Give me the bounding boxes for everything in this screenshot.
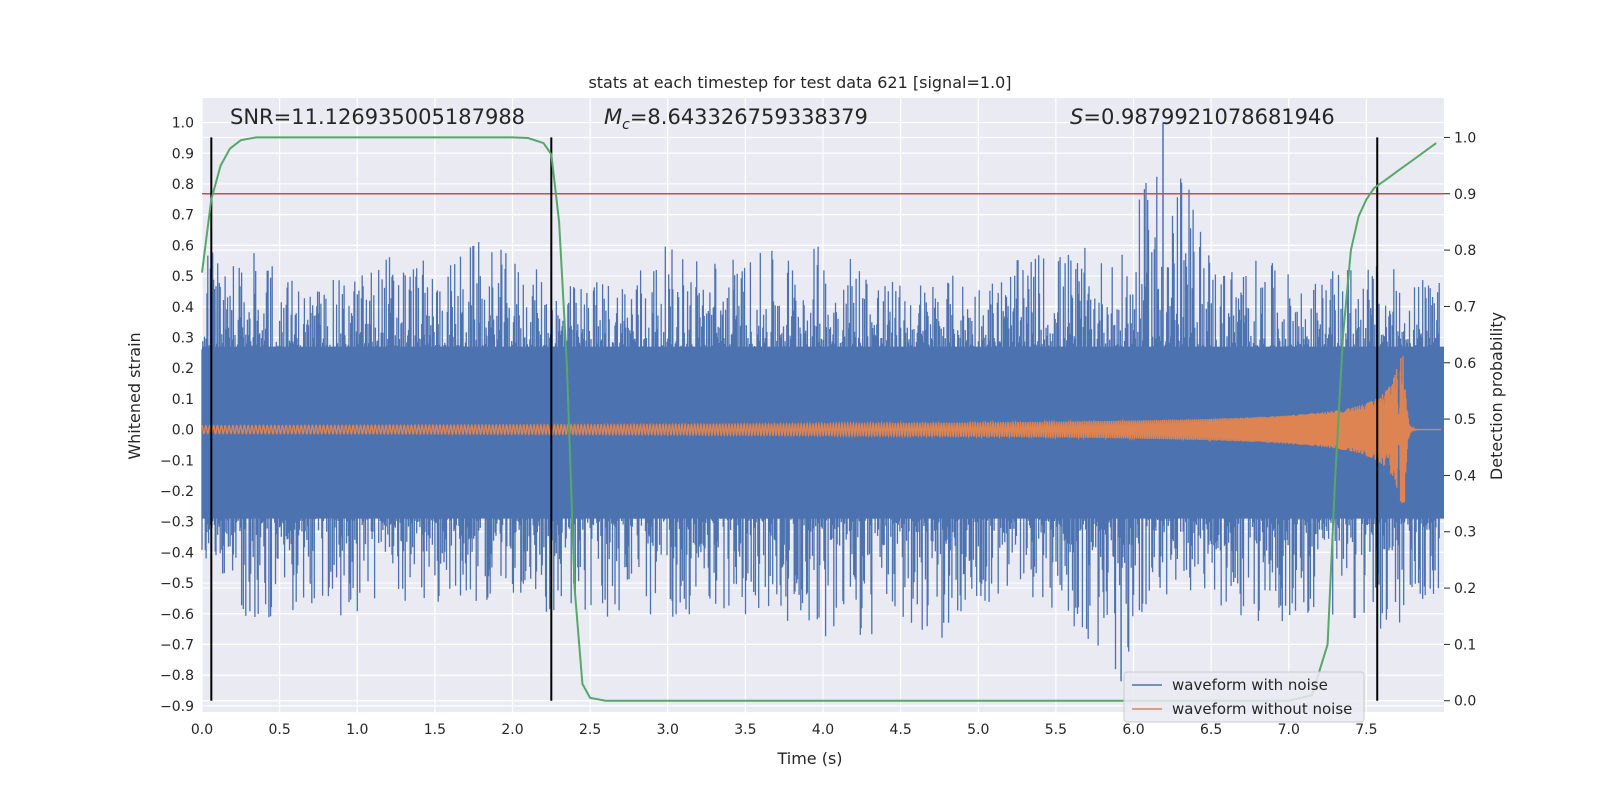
y-tick-label: 0.8 <box>172 177 194 193</box>
x-tick-label: 6.5 <box>1200 722 1222 738</box>
y2-tick-label: 0.6 <box>1454 356 1476 372</box>
x-tick-label: 5.5 <box>1045 722 1067 738</box>
x-tick-label: 7.0 <box>1278 722 1300 738</box>
y-tick-label: 0.9 <box>172 146 194 162</box>
x-tick-label: 5.0 <box>967 722 989 738</box>
s-symbol: S <box>1070 105 1083 129</box>
y-tick-label: 1.0 <box>172 116 194 132</box>
x-tick-label: 7.5 <box>1355 722 1377 738</box>
y2-axis-label: Detection probability <box>1487 312 1506 480</box>
y2-tick-label: 1.0 <box>1454 130 1476 146</box>
y2-tick-label: 0.4 <box>1454 468 1476 484</box>
clean-chirp-line <box>201 356 1441 504</box>
x-tick-label: 2.0 <box>501 722 523 738</box>
mc-symbol: M <box>604 105 622 129</box>
y2-tick-label: 0.8 <box>1454 243 1476 259</box>
x-tick-label: 3.0 <box>657 722 679 738</box>
y2-tick-label: 0.1 <box>1454 637 1476 653</box>
x-tick-label: 6.0 <box>1122 722 1144 738</box>
y-tick-label: −0.5 <box>160 576 194 592</box>
x-axis-label: Time (s) <box>776 749 842 768</box>
y2-tick-label: 0.7 <box>1454 299 1476 315</box>
s-annotation: S=0.9879921078681946 <box>1070 105 1335 129</box>
x-axis-ticks: 0.0 0.5 1.0 1.5 2.0 2.5 3.0 3.5 4.0 4.5 5.0 5.5 6.0 6… <box>191 722 1378 738</box>
mc-subscript: c <box>622 117 630 133</box>
y-tick-label: 0.4 <box>172 300 194 316</box>
detection-probability-line <box>201 136 1437 702</box>
legend-label-noise: waveform with noise <box>1172 676 1328 694</box>
y-tick-label: 0.0 <box>172 423 194 439</box>
x-tick-label: 4.5 <box>889 722 911 738</box>
y-tick-label: 0.7 <box>172 208 194 224</box>
x-tick-label: 1.0 <box>346 722 368 738</box>
y-axis-ticks: 1.0 0.9 0.8 0.7 0.6 0.5 0.4 0.3 0.2 0.1 0.0 −0.1 −0.… <box>160 116 194 715</box>
chart-title: stats at each timestep for test data 621… <box>588 73 1011 92</box>
y-tick-label: 0.1 <box>172 392 194 408</box>
y-tick-label: 0.5 <box>172 269 194 285</box>
y-axis-label: Whitened strain <box>125 332 144 459</box>
x-tick-label: 1.5 <box>424 722 446 738</box>
y2-axis-ticks: 1.0 0.9 0.8 0.7 0.6 0.5 0.4 0.3 0.2 0.1 0.0 <box>1444 130 1476 710</box>
x-tick-label: 4.0 <box>812 722 834 738</box>
y2-tick-label: 0.3 <box>1454 525 1476 541</box>
legend-label-clean: waveform without noise <box>1172 700 1352 718</box>
y-tick-label: −0.2 <box>160 484 194 500</box>
s-value: =0.9879921078681946 <box>1083 105 1334 129</box>
y2-tick-label: 0.5 <box>1454 412 1476 428</box>
y-tick-label: 0.2 <box>172 361 194 377</box>
y-tick-label: −0.3 <box>160 515 194 531</box>
y2-tick-label: 0.9 <box>1454 187 1476 203</box>
x-tick-label: 2.5 <box>579 722 601 738</box>
legend: waveform with noise waveform without noi… <box>1123 671 1365 723</box>
y-tick-label: −0.9 <box>160 699 194 715</box>
legend-box <box>1123 671 1365 723</box>
mc-annotation: Mc=8.643326759338379 <box>604 105 868 133</box>
y2-tick-label: 0.2 <box>1454 581 1476 597</box>
y-tick-label: −0.1 <box>160 453 194 469</box>
y2-tick-label: 0.0 <box>1454 694 1476 710</box>
y-tick-label: −0.7 <box>160 637 194 653</box>
snr-annotation: SNR=11.126935005187988 <box>230 105 525 129</box>
x-tick-label: 0.0 <box>191 722 213 738</box>
y-tick-label: −0.4 <box>160 545 194 561</box>
clean-waveform <box>201 356 1441 504</box>
overlays <box>201 136 1444 702</box>
x-tick-label: 0.5 <box>268 722 290 738</box>
x-tick-label: 3.5 <box>734 722 756 738</box>
y-tick-label: 0.3 <box>172 330 194 346</box>
y-tick-label: −0.8 <box>160 668 194 684</box>
y-tick-label: −0.6 <box>160 607 194 623</box>
mc-value: =8.643326759338379 <box>630 105 868 129</box>
y-tick-label: 0.6 <box>172 238 194 254</box>
